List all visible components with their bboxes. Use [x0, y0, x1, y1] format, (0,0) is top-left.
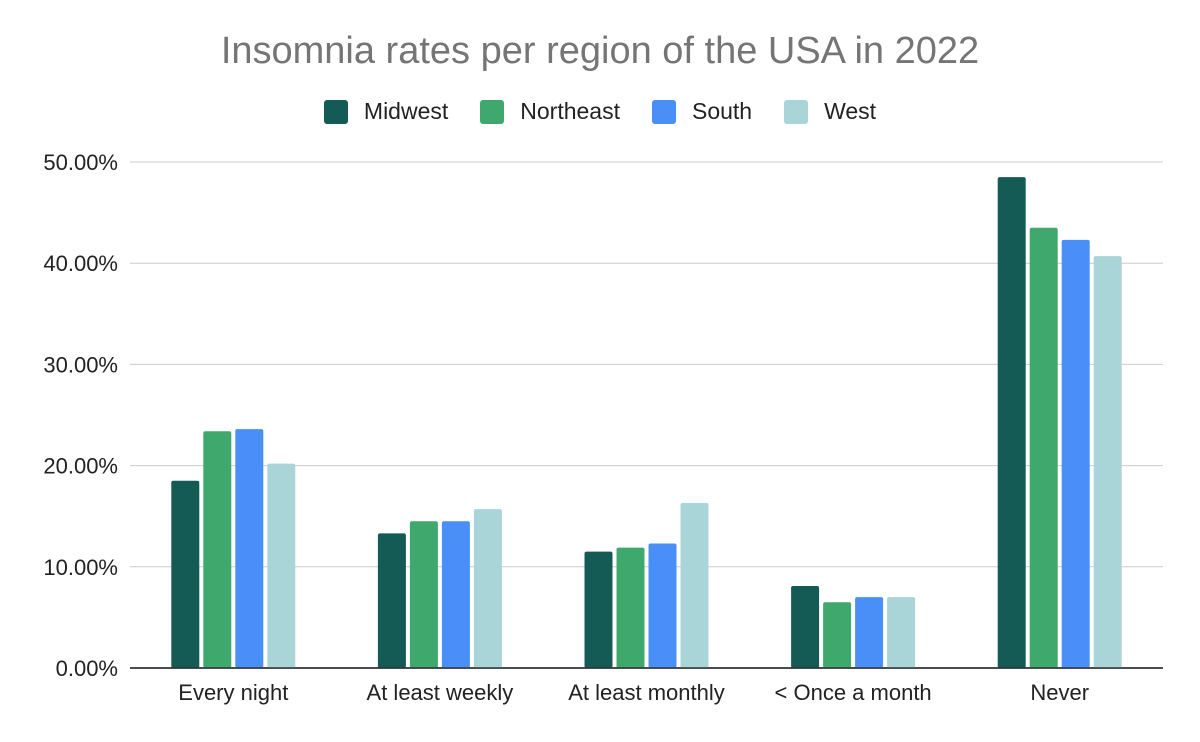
bar-midwest-1: [377, 533, 406, 668]
bar-south-4: [1061, 239, 1090, 668]
legend-item-midwest: Midwest: [323, 98, 449, 125]
legend-item-west: West: [784, 98, 876, 125]
legend-label: Midwest: [363, 98, 449, 124]
x-tick-label: < Once a month: [775, 680, 932, 705]
legend-label: South: [691, 98, 753, 124]
bar-northeast-1: [409, 521, 438, 668]
bar-northeast-0: [203, 431, 232, 668]
bar-midwest-3: [791, 586, 820, 668]
legend: Midwest Northeast South West: [0, 98, 1200, 125]
legend-label: West: [824, 98, 877, 124]
bar-west-3: [887, 597, 916, 668]
bar-northeast-2: [616, 547, 645, 668]
legend-item-northeast: Northeast: [480, 98, 620, 125]
legend-swatch: [651, 99, 676, 124]
y-tick-label: 10.00%: [43, 555, 118, 580]
y-tick-label: 40.00%: [43, 251, 118, 276]
legend-swatch: [323, 99, 348, 124]
bar-west-2: [680, 503, 709, 668]
bar-south-0: [235, 429, 264, 668]
bar-northeast-3: [823, 602, 852, 668]
x-tick-label: Every night: [178, 680, 288, 705]
y-tick-label: 20.00%: [43, 454, 118, 479]
bar-south-2: [648, 543, 677, 668]
bar-south-3: [855, 597, 884, 668]
bar-midwest-2: [584, 551, 613, 668]
legend-swatch: [784, 99, 809, 124]
x-tick-label: Never: [1030, 680, 1089, 705]
bar-midwest-4: [997, 177, 1026, 668]
x-tick-label: At least monthly: [568, 680, 725, 705]
y-tick-label: 0.00%: [56, 656, 118, 681]
chart-title: Insomnia rates per region of the USA in …: [220, 30, 980, 72]
y-tick-label: 50.00%: [43, 150, 118, 175]
bar-west-4: [1093, 256, 1122, 668]
legend-label: Northeast: [520, 98, 620, 124]
bar-northeast-4: [1029, 227, 1058, 668]
bar-west-1: [473, 509, 502, 668]
y-tick-label: 30.00%: [43, 352, 118, 377]
bar-south-1: [441, 521, 470, 668]
bar-midwest-0: [171, 480, 200, 668]
legend-item-south: South: [651, 98, 753, 125]
legend-swatch: [480, 99, 505, 124]
x-tick-label: At least weekly: [367, 680, 514, 705]
bar-west-0: [267, 463, 296, 668]
